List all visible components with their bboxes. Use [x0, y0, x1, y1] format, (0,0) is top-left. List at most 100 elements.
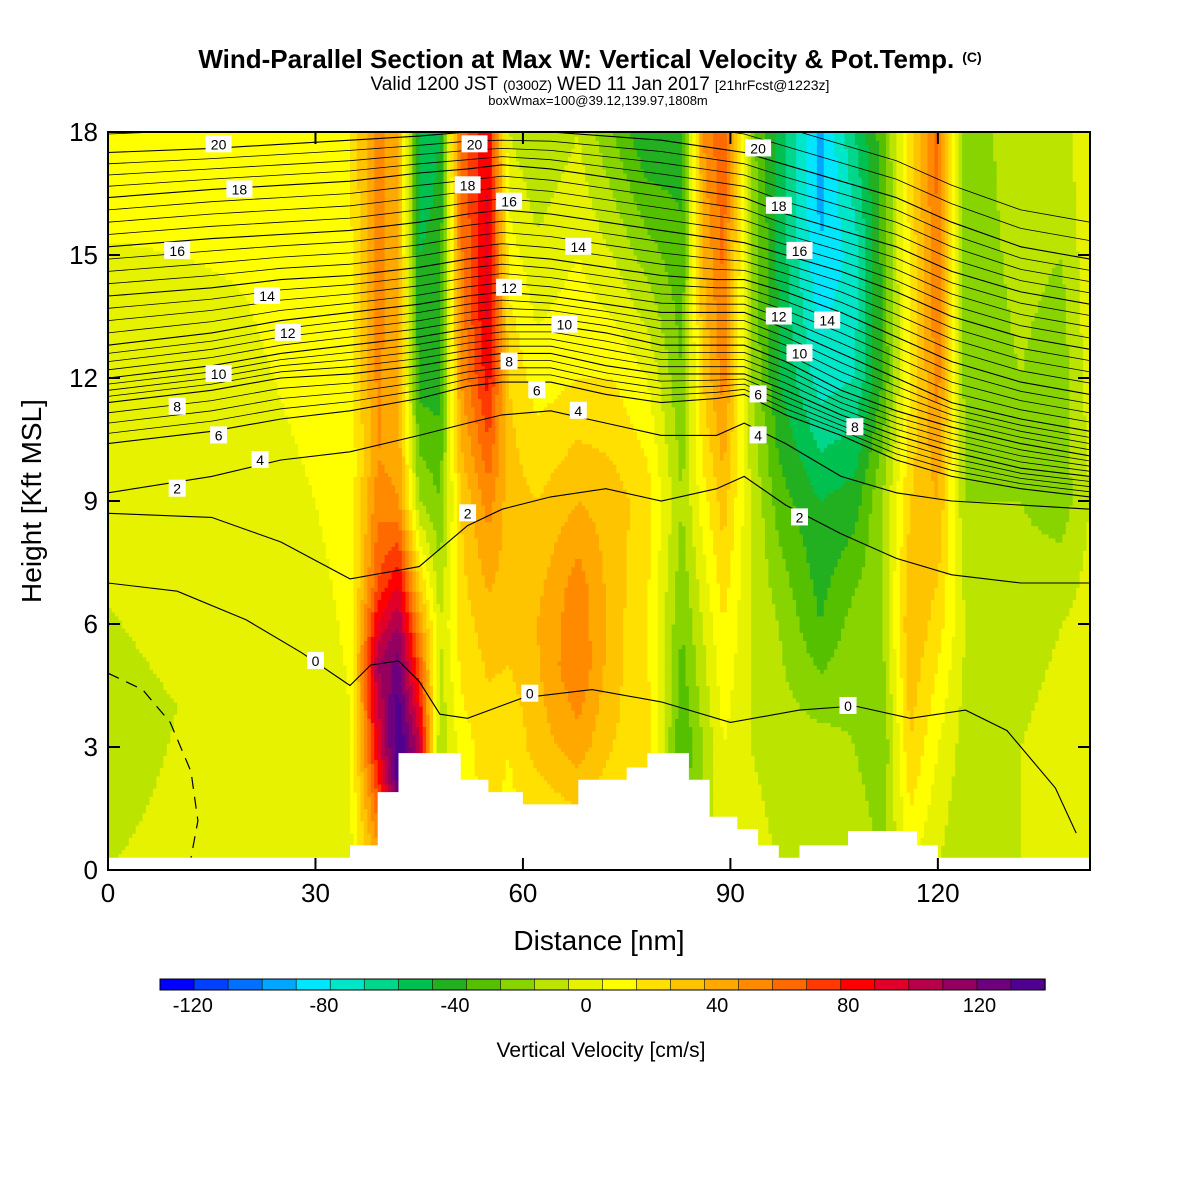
w-cell: [585, 751, 610, 756]
w-cell: [937, 669, 949, 674]
w-cell: [713, 755, 756, 760]
w-cell: [408, 517, 413, 523]
w-cell: [896, 652, 901, 658]
w-cell: [450, 542, 458, 547]
w-cell: [374, 751, 379, 756]
w-cell: [415, 714, 420, 719]
w-cell: [412, 603, 417, 609]
w-cell: [892, 701, 897, 707]
w-cell: [768, 820, 873, 826]
w-cell: [678, 701, 690, 707]
w-cell: [685, 665, 697, 670]
w-cell: [426, 587, 434, 592]
w-cell: [422, 665, 427, 670]
w-cell: [699, 517, 711, 523]
w-cell: [415, 472, 434, 477]
w-cell: [948, 570, 956, 576]
w-cell: [315, 501, 355, 506]
w-cell: [391, 595, 403, 600]
w-cell: [951, 636, 967, 641]
w-cell: [709, 689, 721, 695]
w-cell: [899, 792, 911, 797]
w-cell: [439, 730, 448, 736]
w-cell: [720, 710, 731, 715]
w-cell: [944, 599, 956, 605]
w-cell: [903, 624, 929, 629]
w-cell: [650, 529, 662, 535]
w-cell: [796, 505, 859, 510]
w-cell: [356, 615, 362, 621]
w-cell: [605, 648, 624, 654]
w-cell: [502, 783, 514, 789]
w-cell: [353, 714, 358, 719]
w-cell: [678, 656, 687, 662]
w-cell: [370, 632, 375, 637]
w-cell: [785, 484, 814, 490]
w-cell: [955, 591, 963, 596]
w-cell: [675, 574, 690, 580]
w-cell: [350, 759, 355, 764]
w-cell: [360, 501, 368, 506]
w-cell: [367, 697, 372, 703]
w-cell: [720, 595, 728, 600]
w-cell: [685, 542, 693, 547]
w-cell: [422, 706, 427, 711]
w-cell: [851, 476, 866, 482]
w-cell: [388, 701, 396, 707]
w-cell: [764, 533, 780, 539]
w-cell: [958, 706, 1036, 711]
w-cell: [547, 480, 624, 486]
w-cell: [405, 669, 410, 674]
w-cell: [882, 562, 891, 568]
w-cell: [405, 660, 410, 666]
w-cell: [426, 697, 431, 703]
w-cell: [944, 697, 963, 703]
w-cell: [937, 660, 953, 666]
w-cell: [671, 673, 680, 678]
w-cell: [446, 501, 455, 506]
w-cell: [367, 738, 372, 744]
w-cell: [370, 779, 375, 785]
w-cell: [930, 792, 953, 797]
w-cell: [108, 800, 151, 805]
w-cell: [374, 763, 379, 769]
w-cell: [394, 714, 403, 719]
w-cell: [391, 775, 396, 781]
w-cell: [350, 804, 358, 810]
w-cell: [889, 607, 894, 613]
w-cell: [1045, 673, 1090, 678]
w-cell: [581, 562, 604, 568]
w-cell: [706, 660, 718, 666]
w-cell: [882, 496, 891, 502]
w-cell: [370, 656, 375, 662]
w-cell: [685, 656, 697, 662]
w-cell: [336, 615, 355, 621]
w-cell: [751, 578, 770, 584]
w-cell: [650, 710, 659, 715]
w-cell: [173, 726, 351, 732]
w-cell: [350, 726, 355, 732]
w-cell: [443, 583, 451, 588]
w-cell: [751, 697, 797, 703]
w-cell: [146, 808, 351, 814]
w-cell: [471, 492, 483, 498]
w-cell: [384, 763, 389, 769]
w-cell: [713, 767, 756, 773]
w-cell: [740, 558, 752, 564]
w-cell: [668, 574, 676, 580]
w-cell: [920, 673, 935, 678]
w-cell: [374, 652, 379, 658]
w-cell: [318, 513, 355, 518]
w-cell: [405, 595, 410, 600]
w-cell: [405, 632, 410, 637]
w-cell: [958, 492, 967, 498]
w-cell: [353, 693, 358, 699]
w-cell: [460, 681, 517, 687]
w-cell: [882, 558, 891, 564]
w-cell: [474, 755, 531, 760]
w-cell: [419, 480, 434, 486]
w-cell: [751, 656, 783, 662]
w-cell: [858, 509, 873, 514]
w-cell: [540, 599, 566, 605]
w-cell: [709, 607, 721, 613]
